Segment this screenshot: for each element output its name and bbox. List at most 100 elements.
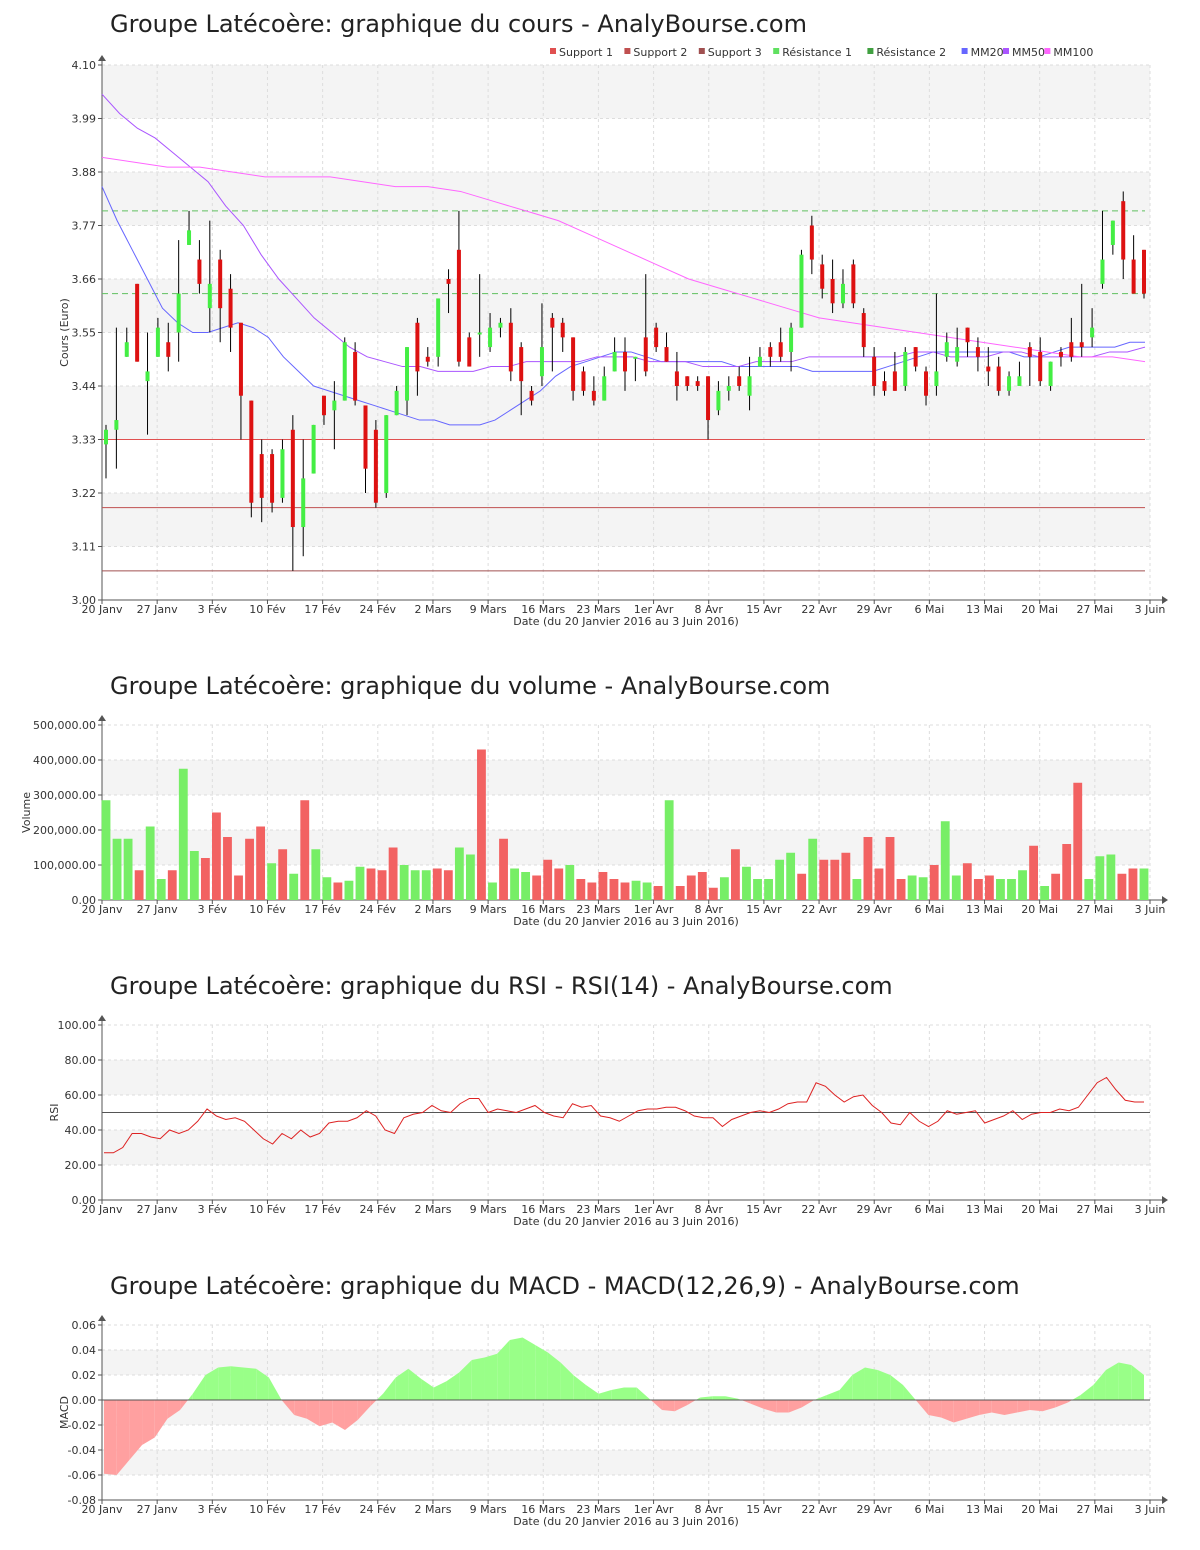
legend-label: Résistance 1 [782, 46, 852, 59]
macd-area-segment [741, 1400, 751, 1404]
volume-bar [708, 887, 718, 900]
macd-area-segment [826, 1390, 840, 1400]
volume-bar [388, 847, 398, 900]
x-tick-label: 1er Avr [634, 603, 674, 616]
macd-area-segment [535, 1345, 548, 1400]
candle-body [446, 279, 451, 284]
x-tick-label: 16 Mars [521, 603, 565, 616]
macd-area-segment [624, 1387, 637, 1400]
candle-body [892, 371, 897, 391]
x-tick-label: 16 Mars [521, 903, 565, 916]
volume-bar [664, 800, 674, 900]
x-tick-label: 8 Avr [695, 603, 724, 616]
macd-area-segment [687, 1400, 696, 1405]
x-tick-label: 27 Mai [1076, 903, 1113, 916]
legend-swatch [1044, 48, 1051, 54]
volume-bar [488, 882, 497, 900]
volume-bar [962, 863, 972, 900]
volume-bar [653, 886, 663, 900]
x-axis-title: Date (du 20 Janvier 2016 au 3 Juin 2016) [513, 1515, 739, 1528]
volume-bar [996, 879, 1005, 900]
candle-body [975, 347, 980, 357]
candle-body [1121, 201, 1126, 260]
volume-bar [145, 826, 155, 900]
x-tick-label: 24 Fév [360, 603, 397, 616]
candle-body [851, 264, 856, 304]
grid-band [102, 1130, 1150, 1165]
legend-label: Support 2 [633, 46, 687, 59]
candle-body [623, 351, 627, 372]
candle-body [965, 327, 970, 343]
legend-swatch [867, 48, 874, 54]
volume-bar [731, 849, 740, 900]
x-tick-label: 3 Fév [198, 903, 228, 916]
y-axis-title: MACD [58, 1396, 71, 1429]
y-tick-label: 500,000.00 [33, 719, 96, 732]
candle-body [218, 259, 223, 309]
volume-bar [973, 879, 983, 900]
candle-body [1058, 351, 1063, 357]
volume-bar [576, 879, 586, 900]
macd-area-segment [344, 1400, 358, 1430]
volume-bar [896, 879, 906, 900]
volume-bar [344, 880, 354, 900]
volume-bar [1073, 782, 1083, 900]
candle-body [301, 478, 306, 528]
volume-bar [742, 866, 751, 900]
macd-area-segment [573, 1375, 586, 1400]
volume-bar [1018, 870, 1027, 900]
volume-bar [719, 877, 729, 900]
x-tick-label: 29 Avr [857, 903, 893, 916]
x-tick-label: 29 Avr [857, 1203, 893, 1216]
candle-body [1100, 259, 1105, 284]
grid-band [102, 493, 1150, 547]
x-tick-label: 29 Avr [857, 603, 893, 616]
candle-body [529, 390, 534, 401]
candle-body [124, 342, 129, 357]
x-axis-title: Date (du 20 Janvier 2016 au 3 Juin 2016) [513, 1215, 739, 1228]
volume-bar [421, 870, 431, 900]
y-tick-label: 4.10 [72, 59, 97, 72]
x-tick-label: 23 Mars [576, 1503, 620, 1516]
macd-area-segment [459, 1360, 472, 1400]
candle-body [664, 347, 669, 362]
macd-area-segment [142, 1400, 155, 1445]
macd-area-segment [332, 1400, 345, 1430]
candle-body [986, 366, 991, 372]
x-tick-label: 3 Fév [198, 1203, 228, 1216]
x-tick-label: 17 Fév [304, 903, 341, 916]
macd-area-segment [560, 1362, 574, 1400]
y-axis-arrow [98, 1315, 106, 1321]
volume-bar [620, 882, 630, 900]
macd-area-segment [763, 1400, 777, 1413]
candle-body [405, 347, 410, 401]
volume-bar [874, 868, 884, 900]
x-tick-label: 3 Fév [198, 1503, 228, 1516]
candle-body [1038, 351, 1043, 382]
volume-chart: Groupe Latécoère: graphique du volume - … [0, 640, 1200, 940]
y-tick-label: -0.06 [68, 1469, 96, 1482]
x-axis-arrow [1162, 1196, 1168, 1204]
macd-area-segment [750, 1400, 764, 1409]
y-tick-label: 0.02 [72, 1369, 97, 1382]
x-tick-label: 23 Mars [576, 603, 620, 616]
legend-swatch [773, 48, 780, 54]
macd-area-segment [319, 1400, 333, 1427]
volume-bar [189, 851, 199, 900]
volume-bar [642, 882, 652, 900]
macd-area-segment [205, 1367, 219, 1400]
macd-area-segment [979, 1400, 992, 1415]
x-tick-label: 8 Avr [695, 1503, 724, 1516]
y-tick-label: 40.00 [65, 1124, 97, 1137]
y-tick-label: 0.06 [72, 1319, 97, 1332]
x-tick-label: 2 Mars [414, 1203, 451, 1216]
volume-bar [234, 875, 243, 900]
candle-body [1079, 342, 1084, 348]
volume-bar [1139, 868, 1149, 900]
volume-bar [1040, 886, 1050, 900]
candle-body [581, 371, 586, 391]
volume-bar [598, 872, 608, 900]
candle-body [249, 400, 254, 503]
x-tick-label: 22 Avr [801, 903, 837, 916]
candle-body [197, 259, 202, 284]
